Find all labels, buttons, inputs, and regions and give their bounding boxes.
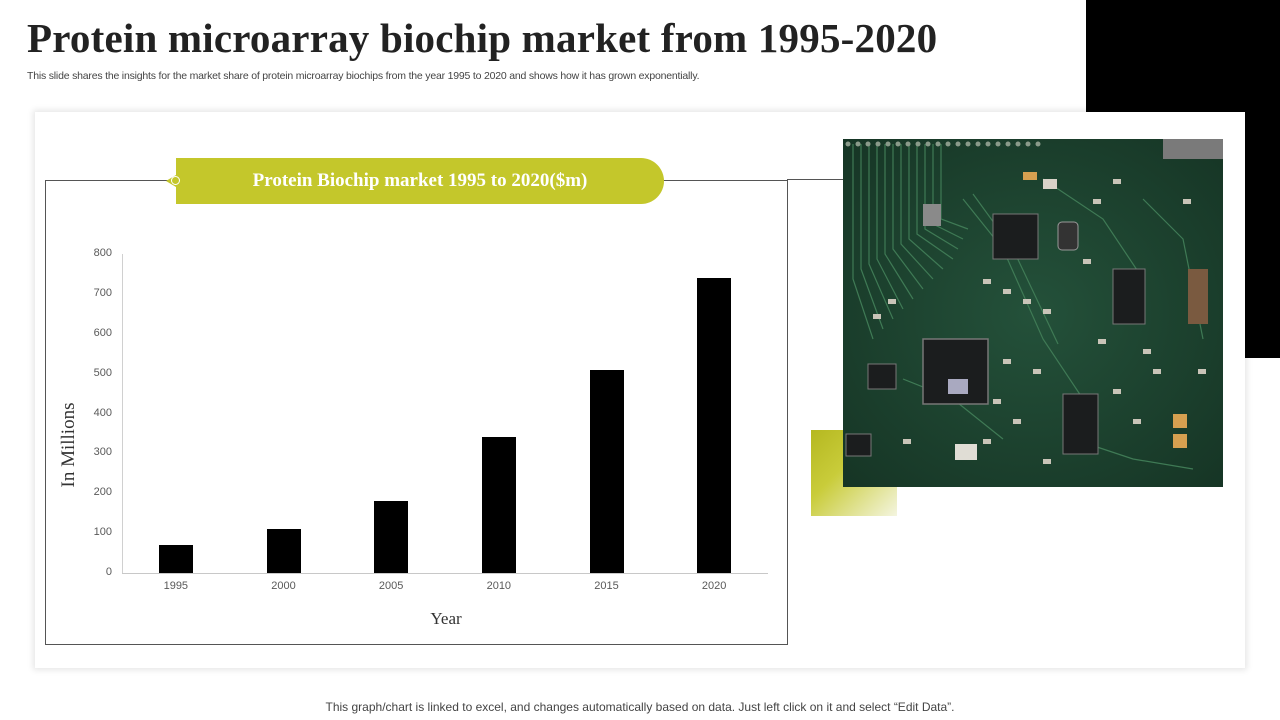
bar-2020[interactable] (697, 277, 732, 573)
x-tick-label: 2000 (271, 580, 296, 592)
y-tick-label: 0 (105, 566, 112, 578)
x-tick-label: 2020 (701, 580, 727, 592)
y-tick-label: 700 (93, 286, 112, 299)
y-tick-label: 400 (93, 406, 112, 419)
y-axis-label: In Millions (58, 402, 79, 488)
y-tick-label: 500 (93, 366, 112, 379)
y-tick-label: 800 (93, 247, 112, 259)
circuit-board-image (843, 139, 1223, 487)
frame-connector-line (787, 179, 844, 180)
x-axis-label: Year (430, 609, 462, 628)
y-tick-label: 200 (93, 486, 112, 499)
bar-2005[interactable] (374, 501, 409, 573)
y-tick-label: 600 (93, 326, 112, 339)
bar-1995[interactable] (158, 545, 193, 573)
x-tick-label: 2005 (378, 580, 404, 592)
chart-title: Protein Biochip market 1995 to 2020($m) (252, 170, 588, 191)
y-tick-label: 100 (93, 526, 112, 539)
x-tick-label: 1995 (163, 580, 189, 592)
x-tick-label: 2010 (486, 580, 512, 592)
y-axis (122, 254, 123, 573)
footer-note: This graph/chart is linked to excel, and… (325, 700, 955, 714)
circuit-board-illustration (843, 139, 1223, 487)
y-tick-label: 300 (93, 446, 112, 459)
page-subtitle: This slide shares the insights for the m… (27, 70, 700, 82)
banner-connector-dot (171, 176, 180, 185)
chart-title-banner: Protein Biochip market 1995 to 2020($m) (176, 158, 664, 204)
x-axis (122, 573, 768, 574)
x-tick-label: 2015 (594, 580, 619, 592)
bar-2015[interactable] (589, 369, 624, 573)
bar-2010[interactable] (481, 437, 516, 573)
chart-frame[interactable] (45, 180, 788, 645)
bar-2000[interactable] (266, 529, 301, 573)
page-title: Protein microarray biochip market from 1… (27, 15, 938, 61)
